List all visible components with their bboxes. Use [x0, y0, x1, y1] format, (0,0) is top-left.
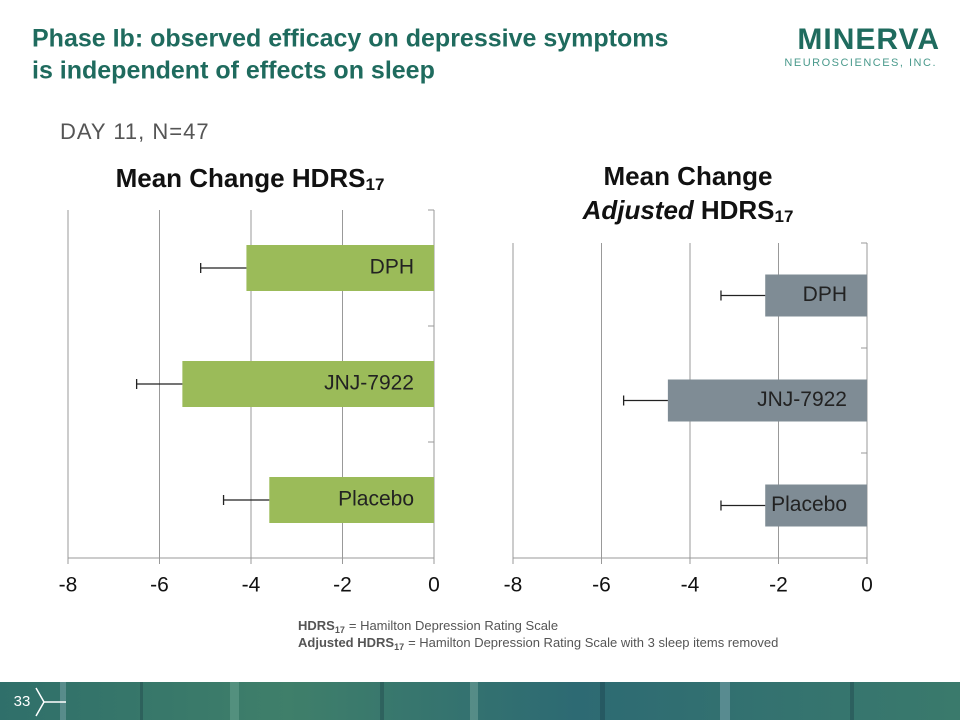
- title-text: Mean Change HDRS: [116, 163, 366, 193]
- footnote-def: = Hamilton Depression Rating Scale: [349, 618, 558, 633]
- footnote-term: Adjusted HDRS: [298, 635, 394, 650]
- x-tick-label: 0: [428, 574, 440, 597]
- chart: Mean Change HDRS17 -8 -6 -4 -2 0 DPH JNJ-7922 Pl…: [59, 163, 440, 597]
- x-tick-label: -8: [504, 574, 523, 597]
- bar-label: Placebo: [338, 488, 414, 511]
- title-italic: Adjusted: [582, 195, 695, 225]
- footnote: HDRS17 = Hamilton Depression Rating Scale: [298, 618, 558, 635]
- title-sub: 17: [774, 207, 793, 226]
- footnote-sub: 17: [394, 642, 404, 652]
- slide-title: is independent of effects on sleep: [32, 57, 435, 85]
- x-tick-label: 0: [861, 574, 873, 597]
- footnotes: HDRS17 = Hamilton Depression Rating Scale…: [298, 618, 778, 652]
- x-tick-label: -6: [150, 574, 169, 597]
- subtitle: DAY 11, N=47: [60, 119, 210, 144]
- bar: [246, 245, 434, 291]
- footnote-sub: 17: [335, 625, 345, 635]
- x-tick-label: -4: [242, 574, 261, 597]
- chart-title: Adjusted HDRS17: [582, 195, 794, 227]
- footer-texture: [60, 682, 854, 720]
- title-sub: 17: [366, 175, 385, 194]
- footer-band: [0, 682, 960, 720]
- x-tick-label: -6: [592, 574, 611, 597]
- bar: [765, 484, 867, 527]
- chart: Mean Change Adjusted HDRS17 -8 -6 -4 -2 0 DPH JNJ…: [504, 161, 873, 597]
- footnote-term: HDRS: [298, 618, 335, 633]
- chart-title: Mean Change HDRS17: [116, 163, 385, 195]
- x-tick-label: -2: [769, 574, 788, 597]
- x-tick-label: -4: [681, 574, 700, 597]
- bar-label: DPH: [803, 283, 847, 306]
- page-number: 33: [14, 693, 31, 710]
- x-tick-label: -8: [59, 574, 78, 597]
- bar-label: Placebo: [771, 493, 847, 516]
- bar: [182, 361, 434, 407]
- footnote-def: = Hamilton Depression Rating Scale with …: [408, 635, 778, 650]
- footnote: Adjusted HDRS17 = Hamilton Depression Rat…: [298, 635, 778, 652]
- logo-sub: NEUROSCIENCES, INC.: [784, 57, 937, 69]
- logo-name: MINERVA: [797, 23, 940, 56]
- bar: [269, 477, 434, 523]
- bar: [667, 379, 867, 422]
- bar-label: JNJ-7922: [324, 372, 414, 395]
- chart-title: Mean Change: [603, 161, 772, 191]
- slide-title: Phase Ib: observed efficacy on depressiv…: [32, 25, 668, 53]
- x-tick-label: -2: [333, 574, 352, 597]
- bar-label: DPH: [370, 256, 414, 279]
- bar: [765, 274, 867, 317]
- title-text: HDRS: [701, 195, 775, 225]
- bar-label: JNJ-7922: [757, 388, 847, 411]
